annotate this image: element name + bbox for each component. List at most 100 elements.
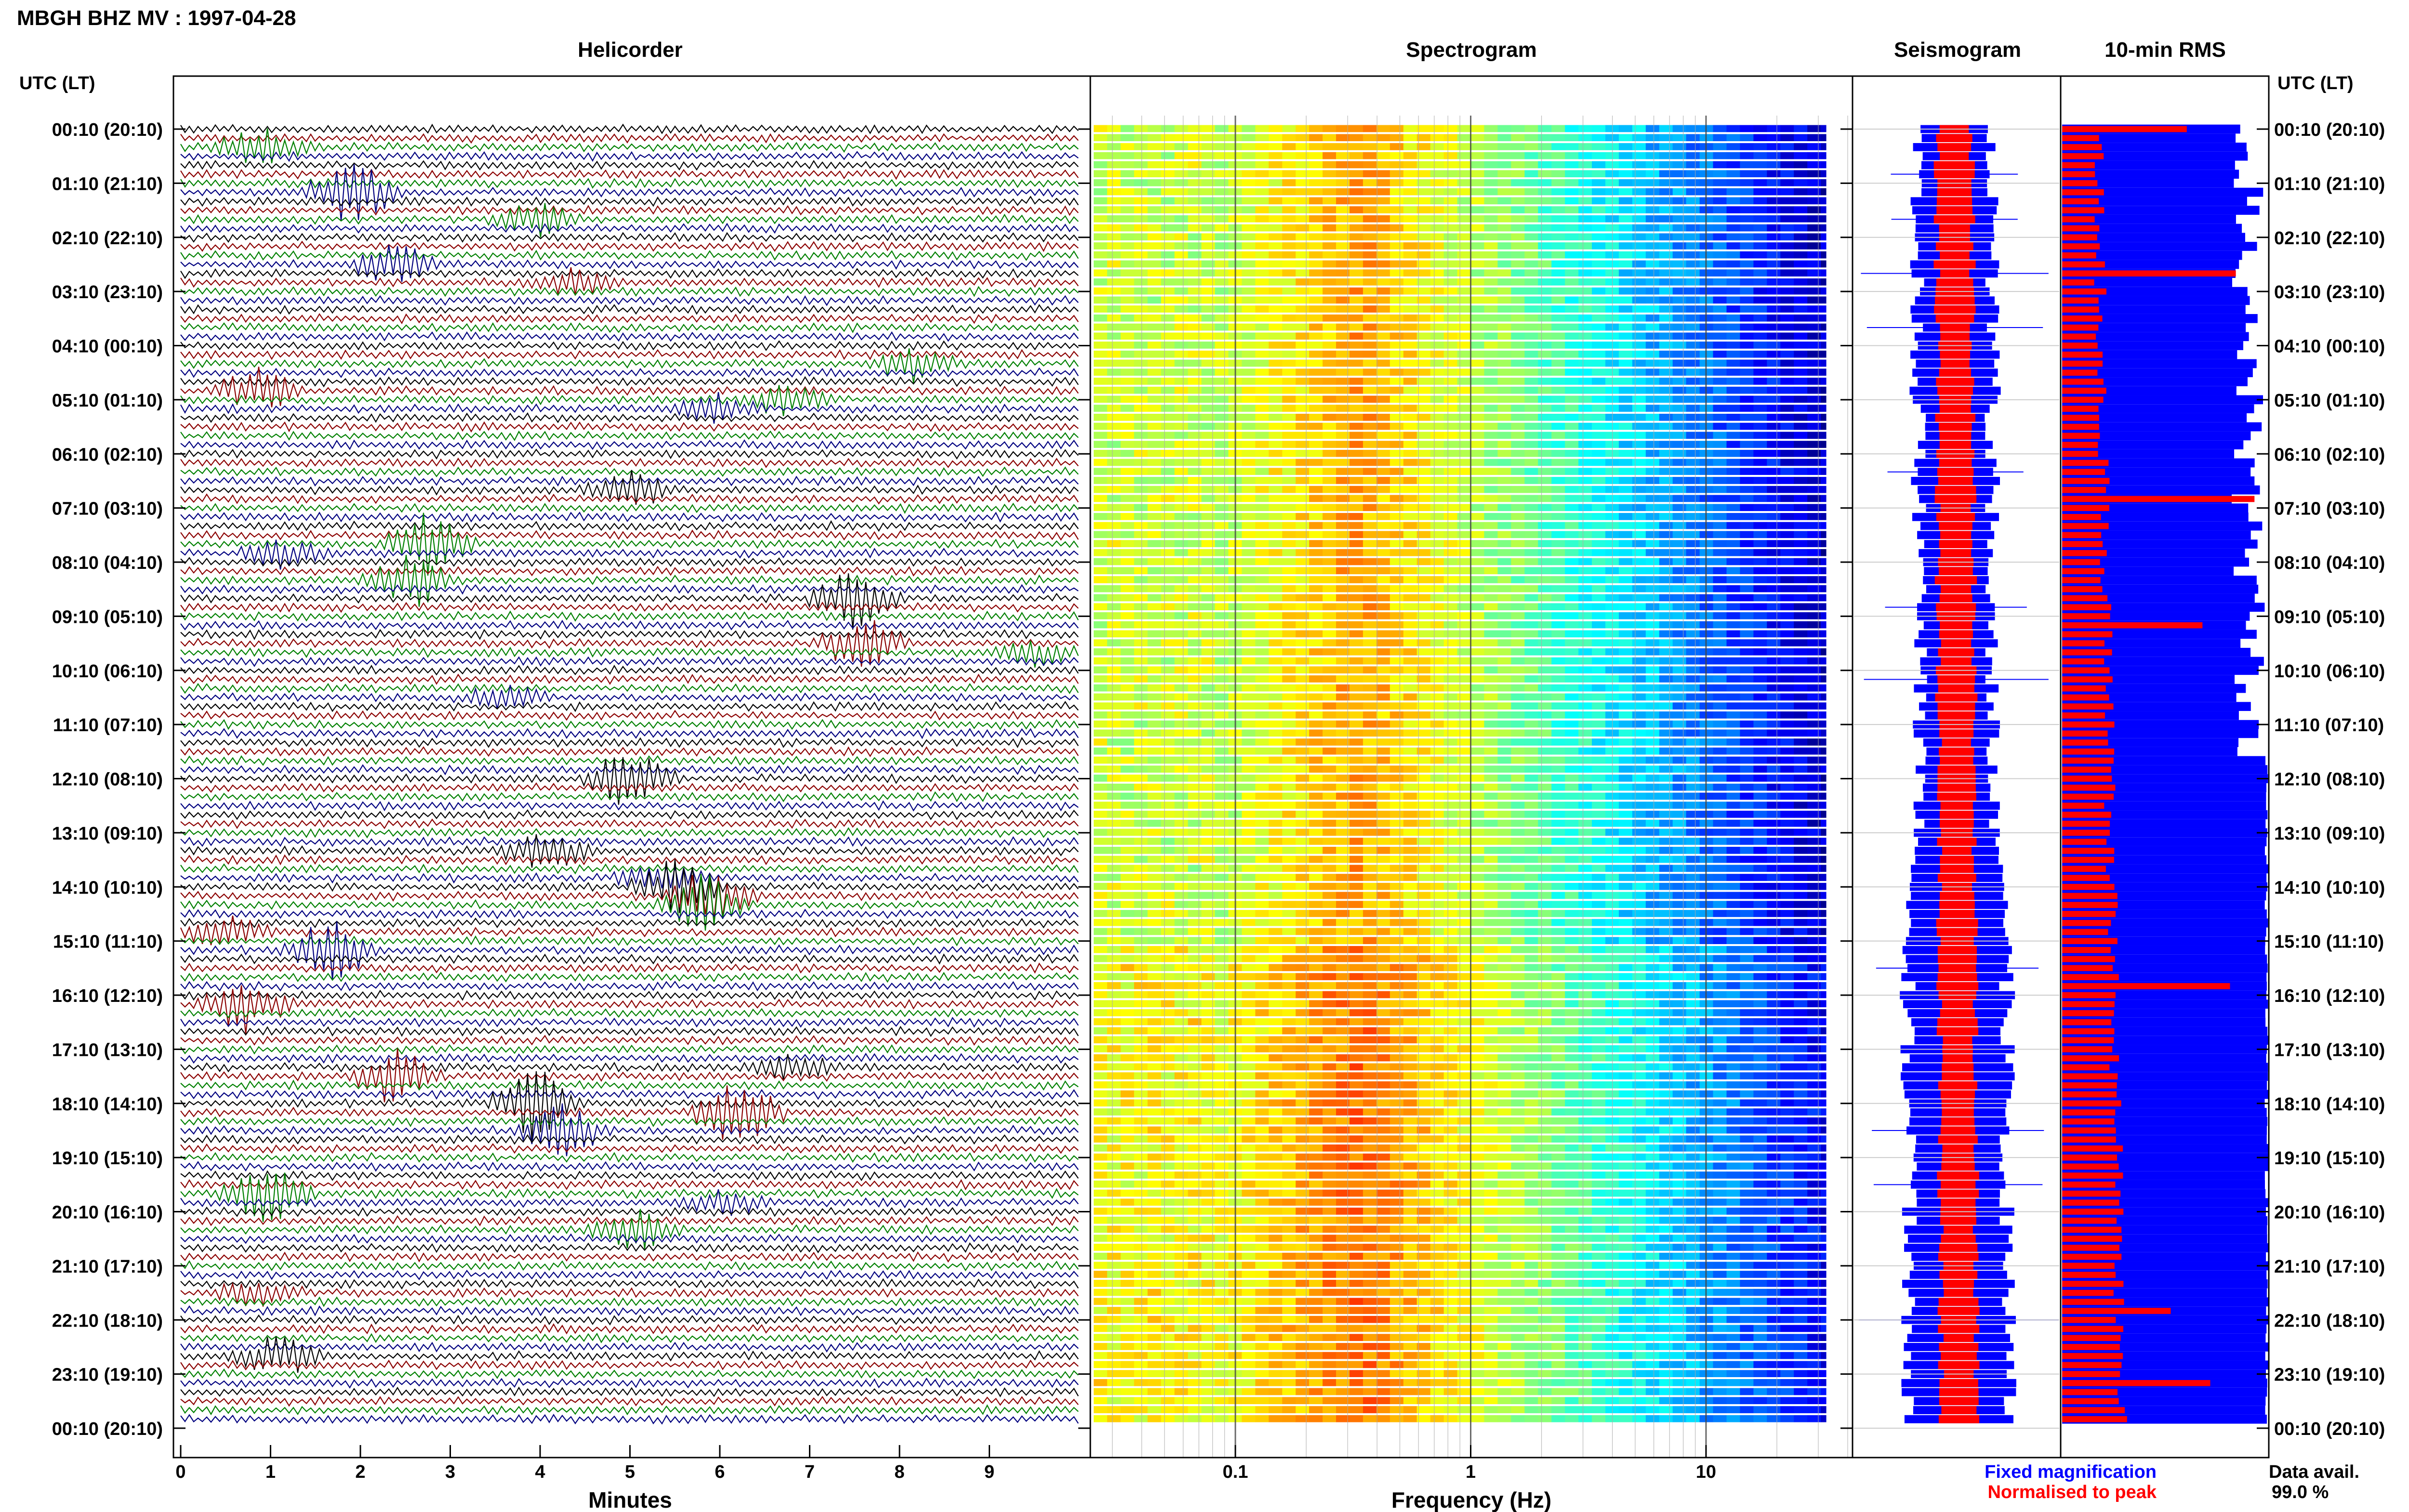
spectrogram-cell <box>1403 684 1417 692</box>
spectrogram-cell <box>1403 188 1417 196</box>
spectrogram-cell <box>1161 802 1175 809</box>
spectrogram-cell <box>1470 477 1484 484</box>
spectrogram-cell <box>1618 504 1633 511</box>
spectrogram-cell <box>1201 720 1216 728</box>
spectrogram-cell <box>1645 720 1660 728</box>
spectrogram-cell <box>1457 558 1471 565</box>
spectrogram-cell <box>1161 585 1175 592</box>
spectrogram-cell <box>1350 612 1363 619</box>
spectrogram-cell <box>1323 242 1337 250</box>
spectrogram-cell <box>1807 477 1821 484</box>
spectrogram-cell <box>1403 775 1417 782</box>
spectrogram-cell <box>1161 540 1175 547</box>
spectrogram-cell <box>1726 414 1740 421</box>
spectrogram-cell <box>1632 892 1646 899</box>
spectrogram-cell <box>1713 215 1727 223</box>
spectrogram-cell <box>1592 910 1606 917</box>
spectrogram-cell <box>1282 882 1296 890</box>
spectrogram-cell <box>1282 405 1296 412</box>
spectrogram-cell <box>1457 359 1471 367</box>
spectrogram-cell <box>1632 819 1646 827</box>
spectrogram-cell <box>1174 386 1189 394</box>
spectrogram-cell <box>1134 206 1148 213</box>
spectrogram-cell <box>1269 134 1283 142</box>
spectrogram-cell <box>1161 513 1175 520</box>
spectrogram-cell <box>1524 838 1538 845</box>
spectrogram-cell <box>1161 549 1175 556</box>
helicorder-trace <box>180 1085 1079 1140</box>
spectrogram-cell <box>1161 251 1175 259</box>
spectrogram-cell <box>1443 621 1458 629</box>
spectrogram-cell <box>1672 323 1687 331</box>
spectrogram-cell <box>1161 477 1175 484</box>
spectrogram-cell <box>1201 242 1216 250</box>
helicorder-trace <box>180 1172 1079 1222</box>
spectrogram-cell <box>1242 215 1256 223</box>
spectrogram-cell <box>1094 612 1108 619</box>
spectrogram-cell <box>1107 287 1121 295</box>
spectrogram-cell <box>1726 468 1740 475</box>
spectrogram-cell <box>1255 495 1269 502</box>
spectrogram-cell <box>1753 711 1767 719</box>
spectrogram-cell <box>1390 729 1404 737</box>
spectrogram-cell <box>1726 693 1740 701</box>
spectrogram-cell <box>1592 287 1606 295</box>
spectrogram-cell <box>1524 747 1538 755</box>
spectrogram-cell <box>1807 639 1821 646</box>
spectrogram-cell <box>1296 874 1310 881</box>
spectrogram-cell <box>1269 350 1283 358</box>
spectrogram-cell <box>1269 522 1283 529</box>
spectrogram-cell <box>1484 513 1498 520</box>
spectrogram-cell <box>1538 567 1552 575</box>
spectrogram-cell <box>1767 504 1781 511</box>
spectrogram-cell <box>1807 197 1821 205</box>
spectrogram-cell <box>1323 585 1337 592</box>
spectrogram-cell <box>1753 188 1767 196</box>
spectrogram-cell <box>1363 720 1377 728</box>
spectrogram-cell <box>1430 666 1444 674</box>
spectrogram-cell <box>1578 323 1592 331</box>
spectrogram-cell <box>1645 414 1660 421</box>
spectrogram-cell <box>1484 378 1498 385</box>
spectrogram-cell <box>1430 368 1444 376</box>
spectrogram-cell <box>1618 449 1633 457</box>
spectrogram-cell <box>1780 531 1794 539</box>
spectrogram-cell <box>1430 378 1444 385</box>
spectrogram-cell <box>1403 901 1417 908</box>
spectrogram-cell <box>1094 855 1108 863</box>
spectrogram-cell <box>1363 134 1377 142</box>
spectrogram-cell <box>1524 405 1538 412</box>
spectrogram-cell <box>1403 486 1417 493</box>
spectrogram-cell <box>1497 540 1511 547</box>
spectrogram-cell <box>1242 477 1256 484</box>
spectrogram-cell <box>1713 513 1727 520</box>
spectrogram-cell <box>1350 847 1363 854</box>
spectrogram-cell <box>1511 504 1525 511</box>
spectrogram-cell <box>1296 612 1310 619</box>
spectrogram-cell <box>1430 260 1444 268</box>
spectrogram-cell <box>1201 675 1216 683</box>
spectrogram-cell <box>1686 287 1700 295</box>
spectrogram-cell <box>1174 305 1189 313</box>
spectrogram-cell <box>1753 134 1767 142</box>
spectrogram-cell <box>1416 161 1431 169</box>
spectrogram-cell <box>1470 756 1484 764</box>
spectrogram-cell <box>1511 134 1525 142</box>
spectrogram-cell <box>1470 405 1484 412</box>
spectrogram-cell <box>1672 648 1687 656</box>
spectrogram-cell <box>1161 215 1175 223</box>
spectrogram-cell <box>1376 251 1390 259</box>
spectrogram-cell <box>1807 603 1821 610</box>
spectrogram-cell <box>1457 143 1471 150</box>
spectrogram-cell <box>1672 504 1687 511</box>
spectrogram-cell <box>1309 188 1323 196</box>
spectrogram-cell <box>1336 432 1350 439</box>
spectrogram-cell <box>1632 901 1646 908</box>
spectrogram-cell <box>1807 522 1821 529</box>
spectrogram-cell <box>1632 260 1646 268</box>
spectrogram-cell <box>1511 441 1525 448</box>
spectrogram-cell <box>1282 612 1296 619</box>
spectrogram-cell <box>1807 838 1821 845</box>
spectrogram-cell <box>1726 296 1740 304</box>
spectrogram-cell <box>1174 215 1189 223</box>
